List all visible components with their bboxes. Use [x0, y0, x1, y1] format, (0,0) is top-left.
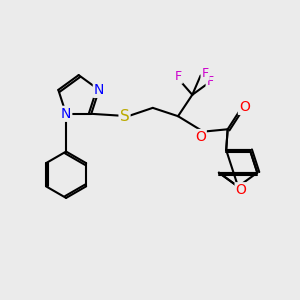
Text: F: F [207, 75, 214, 88]
Text: N: N [61, 107, 71, 121]
Text: F: F [202, 67, 208, 80]
Text: N: N [94, 83, 104, 97]
Text: O: O [239, 100, 250, 114]
Text: O: O [236, 183, 247, 197]
Text: F: F [175, 70, 182, 83]
Text: O: O [195, 130, 206, 144]
Text: S: S [120, 109, 129, 124]
